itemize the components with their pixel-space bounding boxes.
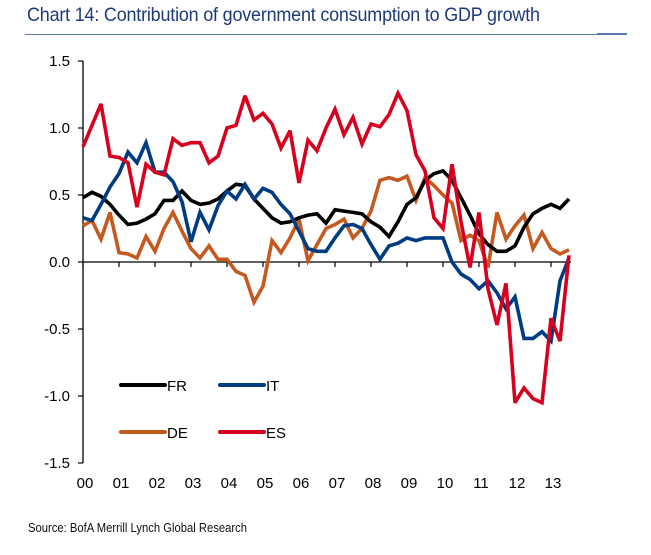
series-line-de bbox=[82, 173, 570, 307]
legend-label-de: DE bbox=[167, 425, 188, 442]
x-tick-label: 04 bbox=[221, 475, 238, 492]
y-tick-label: -0.5 bbox=[44, 321, 70, 338]
x-tick-label: 11 bbox=[473, 475, 489, 492]
x-tick-label: 07 bbox=[329, 475, 346, 492]
y-tick-label: -1.5 bbox=[44, 455, 70, 472]
y-tick-label: 0.5 bbox=[49, 187, 70, 204]
axes: 1.5 1.0 0.5 0.0 -0.5 -1.0 -1.5 00 01 02 03 04 05 06 07… bbox=[44, 53, 571, 492]
x-tick-label: 06 bbox=[293, 475, 310, 492]
y-tick-label: 1.0 bbox=[49, 120, 70, 137]
legend-label-es: ES bbox=[266, 425, 286, 442]
x-tick-label: 10 bbox=[437, 475, 454, 492]
source-note: Source: BofA Merrill Lynch Global Resear… bbox=[28, 521, 248, 535]
x-tick-label: 05 bbox=[257, 475, 274, 492]
y-tick-label: 0.0 bbox=[49, 254, 70, 271]
x-tick-label: 02 bbox=[149, 475, 166, 492]
legend-label-it: IT bbox=[266, 378, 279, 395]
x-tick-label: 01 bbox=[113, 475, 130, 492]
x-tick-label: 00 bbox=[77, 475, 94, 492]
series-line-fr bbox=[82, 168, 571, 254]
series-line-es bbox=[81, 88, 571, 406]
legend: FR IT DE ES bbox=[119, 378, 286, 442]
series-lines bbox=[81, 88, 571, 406]
x-tick-label: 08 bbox=[365, 475, 382, 492]
chart-title: Chart 14: Contribution of government con… bbox=[27, 4, 540, 26]
x-tick-label: 12 bbox=[509, 475, 526, 492]
title-underline bbox=[25, 34, 597, 35]
title-underline-accent bbox=[597, 33, 627, 35]
y-tick-label: 1.5 bbox=[49, 53, 70, 70]
x-tick-label: 03 bbox=[185, 475, 202, 492]
legend-label-fr: FR bbox=[167, 378, 187, 395]
y-tick-label: -1.0 bbox=[44, 388, 70, 405]
x-tick-label: 13 bbox=[545, 475, 562, 492]
x-tick-label: 09 bbox=[401, 475, 418, 492]
